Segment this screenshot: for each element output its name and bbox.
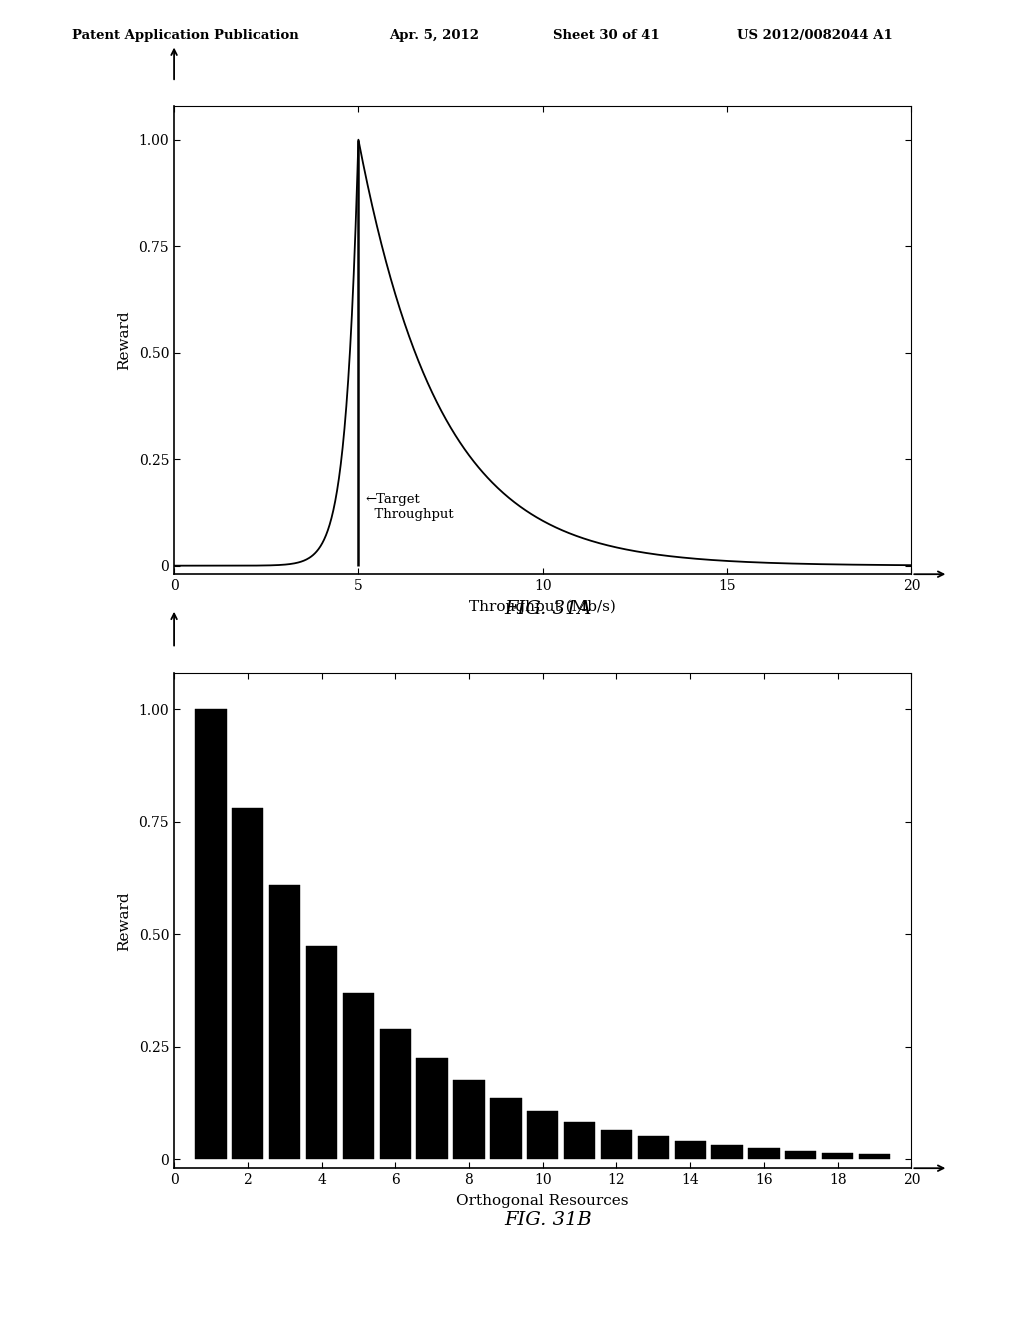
Bar: [712, 1146, 742, 1159]
Bar: [822, 1152, 853, 1159]
X-axis label: Orthogonal Resources: Orthogonal Resources: [457, 1195, 629, 1208]
Bar: [380, 1030, 411, 1159]
Bar: [417, 1057, 447, 1159]
Bar: [859, 1154, 890, 1159]
Y-axis label: Reward: Reward: [118, 891, 132, 950]
Text: Patent Application Publication: Patent Application Publication: [72, 29, 298, 42]
Bar: [306, 945, 337, 1159]
Bar: [490, 1097, 521, 1159]
Bar: [601, 1130, 632, 1159]
Bar: [196, 709, 226, 1159]
Bar: [232, 808, 263, 1159]
Bar: [269, 886, 300, 1159]
Text: US 2012/0082044 A1: US 2012/0082044 A1: [737, 29, 893, 42]
Bar: [785, 1151, 816, 1159]
Bar: [454, 1080, 484, 1159]
X-axis label: Throughput (Mb/s): Throughput (Mb/s): [469, 601, 616, 614]
Text: Sheet 30 of 41: Sheet 30 of 41: [553, 29, 659, 42]
Bar: [527, 1111, 558, 1159]
Bar: [749, 1148, 779, 1159]
Text: FIG. 31A: FIG. 31A: [504, 599, 592, 618]
Text: Apr. 5, 2012: Apr. 5, 2012: [389, 29, 479, 42]
Bar: [343, 993, 374, 1159]
Text: ←Target
  Throughput: ←Target Throughput: [366, 494, 454, 521]
Y-axis label: Reward: Reward: [118, 310, 132, 370]
Bar: [638, 1137, 669, 1159]
Text: FIG. 31B: FIG. 31B: [504, 1210, 592, 1229]
Bar: [564, 1122, 595, 1159]
Bar: [675, 1142, 706, 1159]
